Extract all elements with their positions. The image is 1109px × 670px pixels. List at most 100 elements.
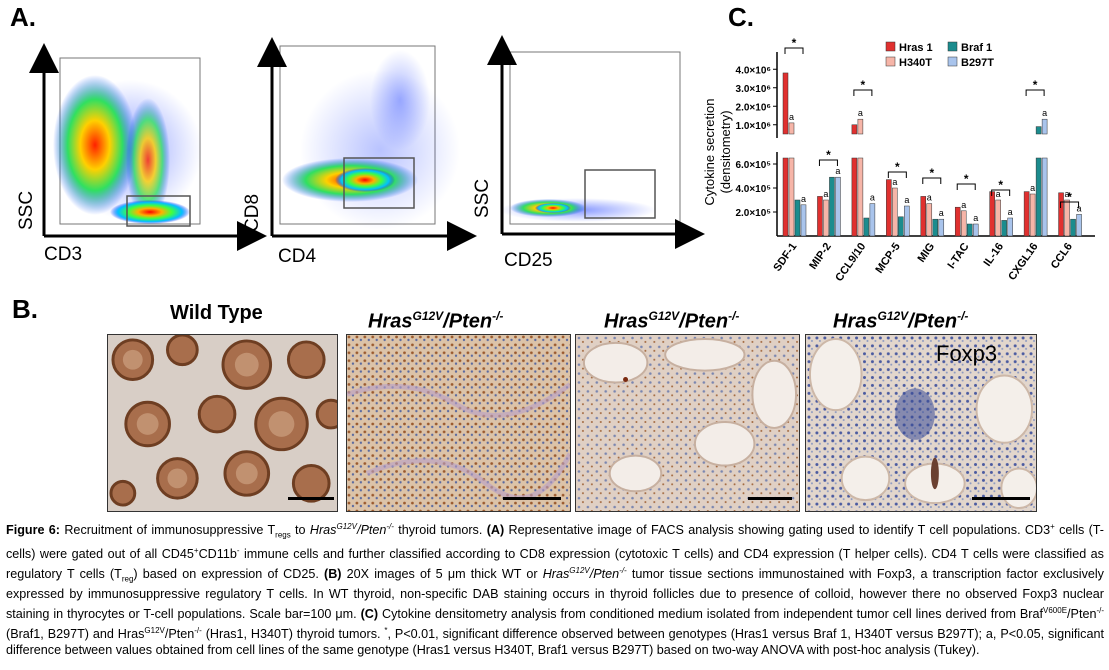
legend-label: Hras 1	[899, 42, 933, 54]
bar	[954, 206, 961, 237]
bar	[938, 218, 945, 237]
significance-star: *	[792, 36, 797, 50]
significance-a-label: a	[961, 200, 966, 210]
bar	[794, 199, 801, 237]
x-category-label: IL-16	[982, 241, 1007, 269]
panel-label-a: A.	[10, 2, 36, 32]
significance-star: *	[826, 148, 831, 162]
significance-a-label: a	[996, 189, 1001, 199]
bar	[1041, 118, 1048, 135]
facs-x-label: CD3	[44, 244, 83, 265]
figure-caption: Figure 6: Recruitment of immunosuppressi…	[6, 522, 1105, 657]
x-category-label: CCL6	[1049, 241, 1075, 271]
bar	[932, 218, 939, 237]
significance-star: *	[1033, 78, 1038, 92]
stain-label-foxp3: Foxp3	[936, 341, 998, 366]
significance-a-label: a	[1042, 108, 1047, 118]
bar	[1070, 218, 1076, 237]
facs-plot-cd3: CD3 SSC	[0, 0, 267, 290]
significance-star: *	[929, 166, 934, 180]
significance-a-label: a	[1077, 203, 1082, 213]
significance-bracket	[1025, 89, 1045, 96]
scale-bar	[748, 497, 792, 500]
caption-figure-label: Figure 6:	[6, 523, 61, 538]
bar	[1029, 193, 1036, 237]
bar	[966, 223, 973, 237]
micrograph-mutant-2	[575, 334, 800, 512]
significance-bracket	[1060, 201, 1080, 208]
significance-bracket	[956, 183, 976, 190]
bar	[1041, 157, 1048, 237]
significance-bracket	[784, 47, 804, 54]
legend-label: Braf 1	[961, 42, 992, 54]
y-tick-label: 2.0×10⁵	[735, 208, 771, 219]
significance-bracket	[991, 189, 1011, 196]
bar	[835, 176, 841, 237]
x-category-label: SDF-1	[771, 241, 799, 274]
significance-a-label: a	[1008, 207, 1013, 217]
facs-plot-cd25-graphic	[487, 35, 705, 249]
x-category-label: MIG	[915, 241, 937, 265]
significance-a-label: a	[927, 193, 932, 203]
bar	[1001, 220, 1007, 237]
bar	[972, 223, 979, 237]
histology-title-mutant-2: HrasG12V/Pten-/-	[604, 309, 740, 333]
bar	[926, 203, 933, 237]
significance-star: *	[964, 172, 969, 186]
significance-bracket	[853, 89, 873, 96]
significance-star: *	[895, 160, 900, 174]
significance-bracket	[818, 159, 838, 166]
legend-label: H340T	[899, 57, 932, 69]
bar	[995, 199, 1001, 237]
y-axis-label: Cytokine secretion(densitometry)	[702, 99, 733, 206]
y-tick-label: 1.0×10⁶	[736, 121, 771, 132]
significance-a-label: a	[801, 194, 806, 204]
legend-swatch	[885, 56, 896, 67]
significance-a-label: a	[892, 177, 897, 187]
bar	[989, 191, 995, 237]
bar	[892, 187, 898, 237]
bar	[829, 176, 835, 237]
bar	[800, 204, 807, 237]
facs-plot-cd4-graphic	[257, 37, 477, 251]
histology-title-mutant-3: HrasG12V/Pten-/-	[833, 309, 969, 333]
bar	[788, 122, 795, 135]
significance-bracket	[922, 177, 942, 184]
legend-swatch	[947, 56, 958, 67]
micrograph-mutant-3-graphic	[806, 335, 1036, 511]
bar	[1023, 191, 1030, 237]
bar	[823, 199, 829, 237]
significance-bracket	[887, 171, 907, 178]
bar	[857, 157, 864, 237]
significance-a-label: a	[1065, 189, 1070, 199]
bar	[886, 179, 892, 237]
significance-a-label: a	[870, 193, 875, 203]
micrograph-wild-type	[107, 334, 338, 512]
panel-label-b: B.	[12, 294, 38, 324]
micrograph-mutant-1-graphic	[347, 335, 570, 511]
facs-y-label: SSC	[16, 190, 37, 230]
facs-x-label: CD4	[278, 246, 317, 267]
scale-bar	[288, 497, 334, 500]
significance-a-label: a	[1030, 183, 1035, 193]
histology-title-mutant-1: HrasG12V/Pten-/-	[368, 309, 504, 333]
bar	[1007, 217, 1013, 237]
significance-a-label: a	[904, 195, 909, 205]
bar	[851, 124, 858, 135]
bar	[920, 196, 927, 237]
bar	[1064, 199, 1070, 237]
micrograph-wild-type-graphic	[108, 335, 337, 511]
facs-x-label: CD25	[504, 250, 553, 271]
bar	[863, 217, 870, 237]
legend-label: B297T	[961, 57, 994, 69]
x-category-label: I-TAC	[945, 241, 971, 271]
legend-swatch	[885, 41, 896, 52]
x-category-label: CXGL16	[1006, 241, 1040, 283]
panel-label-c: C.	[728, 2, 754, 32]
bar	[960, 210, 967, 237]
significance-star: *	[861, 78, 866, 92]
x-category-label: CCL9/10	[833, 241, 868, 284]
facs-plot-cd4: CD4 CD8	[240, 0, 477, 290]
histology-title-wild-type: Wild Type	[170, 302, 263, 324]
bar	[857, 118, 864, 135]
